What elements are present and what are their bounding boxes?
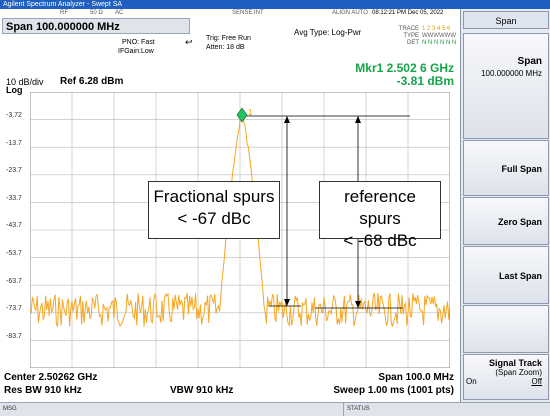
span-softkey-label: Span — [517, 56, 542, 67]
vbw: VBW 910 kHz — [170, 385, 234, 396]
trace-label: TRACE — [398, 26, 419, 32]
center-frequency: Center 2.50262 GHz — [4, 372, 98, 383]
signal-track-label: Signal Track — [488, 358, 542, 368]
impedance-label: 50 Ω — [90, 10, 103, 16]
marker-1-number: 1 — [248, 108, 253, 117]
msg-field: MSG — [0, 403, 344, 416]
marker-1-diamond — [236, 107, 248, 123]
sense-label: SENSE:INT — [232, 10, 264, 16]
reference-spurs-line1: reference spurs — [344, 187, 416, 228]
datetime-label: 08:12:21 PM Dec 05, 2022 — [372, 10, 444, 16]
y-tick-label: -63.7 — [6, 277, 22, 285]
span-softkey-value: 100.000000 MHz — [481, 69, 542, 78]
y-tick-label: -83.7 — [6, 332, 22, 340]
trace-values: 1 2 3 4 5 6 — [422, 26, 451, 32]
y-tick-label: -53.7 — [6, 250, 22, 257]
marker-freq-readout: Mkr1 2.502 6 GHz — [355, 61, 454, 75]
marker-level-readout: -3.81 dBm — [396, 74, 454, 88]
zero-span-label: Zero Span — [497, 217, 542, 227]
res-bw: Res BW 910 kHz — [4, 385, 82, 396]
status-label: STATUS — [347, 406, 370, 412]
signal-track-toggle[interactable]: On Off — [466, 377, 542, 387]
signal-track-on: On — [466, 377, 477, 386]
scale-log: Log — [6, 85, 23, 95]
y-tick-label: -23.7 — [6, 167, 22, 175]
ifgain-label: IFGain:Low — [118, 48, 154, 55]
y-tick-label: -43.7 — [6, 222, 22, 230]
zero-span-softkey[interactable]: Zero Span — [463, 197, 549, 245]
msg-label: MSG — [3, 406, 17, 412]
ref-level: Ref 6.28 dBm — [60, 76, 124, 87]
det-values: N N N N N N — [422, 40, 457, 46]
last-span-label: Last Span — [498, 271, 542, 281]
pno-label: PNO: Fast — [122, 39, 155, 46]
coupling-label: AC — [115, 10, 124, 16]
signal-track-sub: (Span Zoom) — [495, 368, 542, 377]
title-bar: Agilent Spectrum Analyzer - Swept SA — [0, 0, 550, 9]
full-span-softkey[interactable]: Full Span — [463, 140, 549, 196]
atten-label: Atten: 18 dB — [206, 44, 245, 51]
softkey-menu-title: Span — [463, 11, 549, 29]
reference-spurs-annotation: reference spurs < -68 dBc — [319, 181, 441, 250]
right-arrow-head-top — [355, 116, 361, 123]
left-arrow-head-bottom — [284, 299, 290, 306]
full-span-label: Full Span — [501, 164, 543, 174]
right-arrow-head-bottom — [355, 301, 361, 308]
align-label: ALIGN AUTO — [332, 10, 368, 16]
det-label: DET — [407, 40, 419, 46]
signal-track-off: Off — [531, 377, 542, 386]
type-label: TYPE — [403, 33, 419, 39]
y-tick-label: -73.7 — [6, 305, 22, 313]
blank-softkey[interactable] — [463, 305, 549, 353]
span-title[interactable]: Span 100.000000 MHz — [2, 18, 190, 34]
rf-label: RF — [60, 10, 68, 16]
trace-1 — [30, 115, 450, 328]
fractional-spurs-line2: < -67 dBc — [177, 209, 251, 228]
sweep-readout: Sweep 1.00 ms (1001 pts) — [333, 385, 454, 396]
measurement-area: RF 50 Ω AC SENSE:INT ALIGN AUTO 08:12:21… — [0, 9, 460, 402]
type-values: WWWWWW — [422, 33, 456, 39]
last-span-softkey[interactable]: Last Span — [463, 246, 549, 304]
trig-label: Trig: Free Run — [206, 35, 251, 42]
avg-type-label: Avg Type: Log-Pwr — [294, 28, 362, 37]
y-tick-label: -3.72 — [6, 112, 22, 119]
status-bar: MSG STATUS — [0, 402, 550, 416]
status-field: STATUS — [344, 403, 547, 416]
y-tick-label: -33.7 — [6, 194, 22, 202]
y-tick-label: -13.7 — [6, 139, 22, 147]
arrow-icon: ↩ — [185, 37, 193, 47]
scale-per-div: 10 dB/div — [6, 77, 44, 87]
window-title: Agilent Spectrum Analyzer - Swept SA — [3, 1, 123, 8]
fractional-spurs-annotation: Fractional spurs < -67 dBc — [148, 181, 280, 239]
softkey-panel: Span Span 100.000000 MHz Full Span Zero … — [460, 9, 550, 402]
span-readout: Span 100.0 MHz — [378, 372, 454, 383]
left-arrow-head-top — [284, 116, 290, 123]
fractional-spurs-line1: Fractional spurs — [153, 187, 275, 206]
signal-track-softkey[interactable]: Signal Track (Span Zoom) On Off — [463, 354, 549, 400]
span-softkey[interactable]: Span 100.000000 MHz — [463, 33, 549, 139]
reference-spurs-line2: < -68 dBc — [343, 231, 417, 250]
